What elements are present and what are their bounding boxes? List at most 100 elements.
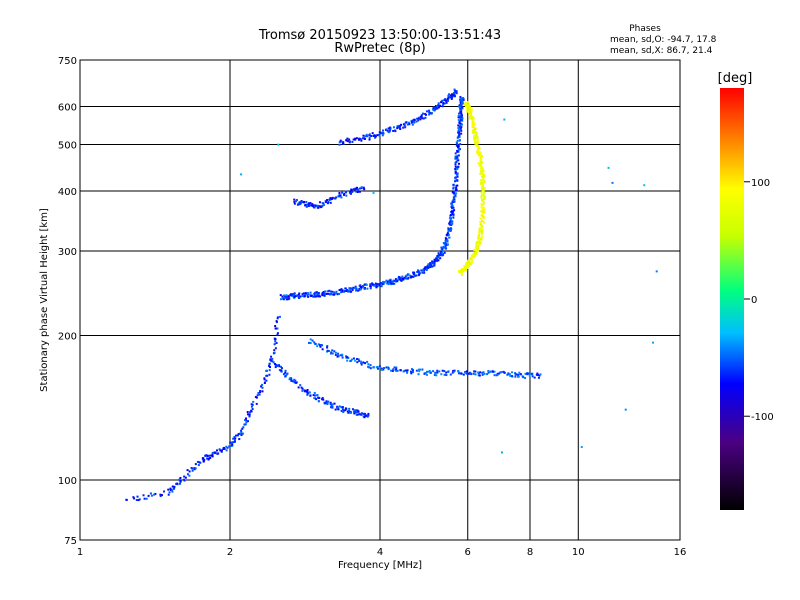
data-point [482, 206, 485, 209]
data-point [374, 136, 377, 139]
data-point [467, 263, 470, 266]
data-point [377, 283, 380, 286]
data-point [476, 240, 479, 243]
data-point [354, 187, 357, 190]
data-point [459, 117, 462, 120]
data-point [341, 191, 344, 194]
y-axis-label: Stationary phase Virtual Height [km] [39, 208, 50, 392]
data-point [142, 494, 145, 497]
data-point [362, 137, 365, 140]
data-point [246, 420, 249, 423]
data-point [436, 254, 439, 257]
data-point [238, 432, 241, 435]
data-point [261, 386, 264, 389]
data-point [357, 289, 360, 292]
data-point [317, 396, 320, 399]
data-point [423, 271, 426, 274]
data-point [481, 235, 484, 238]
data-point [245, 419, 248, 422]
data-point [191, 469, 194, 472]
data-point [457, 148, 460, 151]
data-point [416, 270, 419, 273]
data-point [458, 134, 461, 137]
data-point [341, 406, 344, 409]
data-point [324, 292, 327, 295]
data-point [449, 217, 452, 220]
data-point [395, 366, 398, 369]
data-point [418, 116, 421, 119]
data-point [350, 287, 353, 290]
y-tick-label: 750 [58, 56, 77, 67]
data-point [468, 107, 471, 110]
data-point [345, 407, 348, 410]
data-point [442, 101, 445, 104]
data-point [477, 142, 480, 145]
data-point [483, 175, 486, 178]
data-point [415, 369, 418, 372]
data-point [343, 192, 346, 195]
data-point [439, 104, 442, 107]
data-point [245, 421, 248, 424]
data-point [458, 98, 461, 101]
data-point [473, 136, 476, 139]
data-point [433, 258, 436, 261]
data-point [449, 373, 452, 376]
data-point [369, 283, 372, 286]
data-point [446, 233, 449, 236]
data-point [482, 217, 485, 220]
data-point [477, 247, 480, 250]
data-point [450, 220, 453, 223]
phases-heading: Phases [629, 24, 661, 34]
data-point [420, 115, 423, 118]
plot-frame [79, 59, 681, 541]
data-point [371, 132, 374, 135]
data-point [514, 375, 517, 378]
data-point [329, 403, 332, 406]
data-point [138, 498, 141, 501]
data-point [470, 257, 473, 260]
data-point [179, 481, 182, 484]
data-point [301, 387, 304, 390]
data-point [306, 292, 309, 295]
data-point [344, 409, 347, 412]
data-point [443, 370, 446, 373]
data-point [405, 277, 408, 280]
data-point [481, 213, 484, 216]
data-point [273, 337, 276, 340]
data-point [424, 112, 427, 115]
data-point [425, 268, 428, 271]
data-point [483, 192, 486, 195]
data-point [451, 204, 454, 207]
data-point [478, 233, 481, 236]
data-point [179, 476, 182, 479]
data-point [362, 186, 365, 189]
data-point [244, 423, 247, 426]
data-point [421, 368, 424, 371]
data-point [311, 339, 314, 342]
data-point [474, 127, 477, 130]
data-point [273, 349, 276, 352]
data-point [243, 419, 246, 422]
data-point [292, 294, 295, 297]
data-point [273, 343, 276, 346]
data-point [375, 284, 378, 287]
data-point [477, 154, 480, 157]
data-point [299, 202, 302, 205]
data-point [233, 435, 236, 438]
data-point [301, 293, 304, 296]
data-point [481, 228, 484, 231]
data-point [289, 293, 292, 296]
data-point [304, 203, 307, 206]
data-point [453, 89, 456, 92]
data-point [383, 281, 386, 284]
data-point [452, 91, 455, 94]
data-point [478, 164, 481, 167]
data-point [462, 268, 465, 271]
data-point [437, 103, 440, 106]
data-point [458, 122, 461, 125]
data-point [459, 109, 462, 112]
data-point [464, 102, 467, 105]
data-point [454, 152, 457, 155]
data-point [454, 176, 457, 179]
data-point [306, 392, 309, 395]
